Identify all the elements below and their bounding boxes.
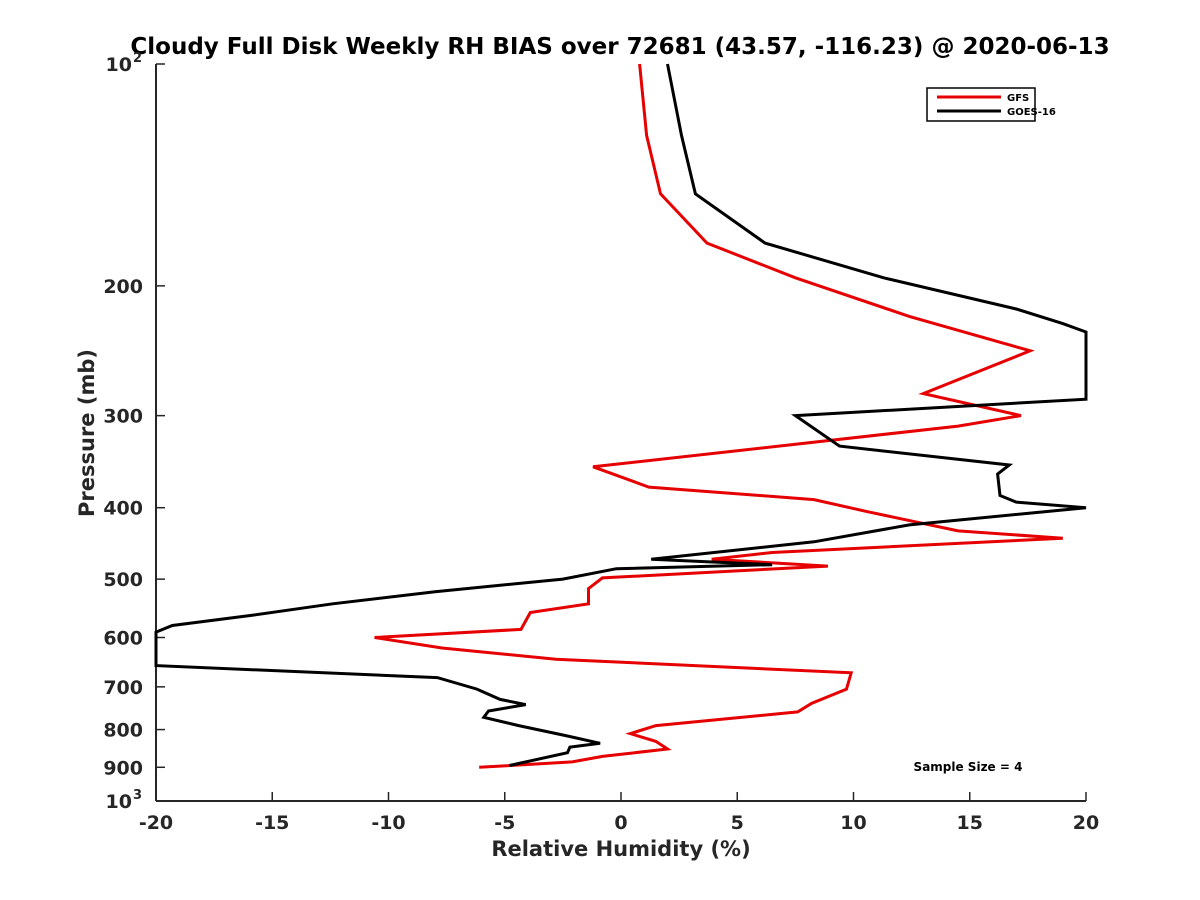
legend: GFS GOES-16 — [926, 87, 1056, 122]
y-tick-label: 10 — [106, 791, 132, 813]
series-line-gfs — [374, 63, 1063, 769]
y-tick-label: 10 — [106, 54, 132, 76]
y-tick-label: 800 — [103, 720, 143, 742]
y-tick-label: 200 — [103, 276, 143, 298]
legend-box — [926, 87, 1036, 122]
legend-label: GFS — [1007, 93, 1029, 104]
y-tick-exponent: 3 — [133, 788, 142, 803]
y-tick-label: 400 — [103, 498, 143, 520]
y-axis-label: Pressure (mb) — [75, 349, 99, 517]
x-tick-label: -10 — [371, 812, 405, 834]
series-layer — [154, 63, 1088, 769]
series-line-goes-16 — [154, 63, 1088, 767]
y-tick-label: 900 — [103, 757, 143, 779]
x-tick-label: 20 — [1073, 812, 1099, 834]
x-tick-label: 10 — [840, 812, 866, 834]
x-tick-label: 5 — [731, 812, 744, 834]
y-tick-label: 600 — [103, 627, 143, 649]
y-tick-label: 500 — [103, 569, 143, 591]
sample-size-annotation: Sample Size = 4 — [914, 760, 1023, 774]
x-axis-label: Relative Humidity (%) — [491, 837, 750, 861]
x-tick-label: -20 — [139, 812, 173, 834]
x-tick-label: 0 — [614, 812, 627, 834]
legend-label: GOES-16 — [1007, 107, 1056, 118]
x-tick-label: 15 — [957, 812, 983, 834]
y-tick-label: 700 — [103, 677, 143, 699]
x-tick-label: -5 — [494, 812, 515, 834]
y-tick-exponent: 2 — [133, 51, 142, 66]
chart-title: Cloudy Full Disk Weekly RH BIAS over 726… — [130, 34, 1109, 60]
y-tick-label: 300 — [103, 406, 143, 428]
x-tick-label: -15 — [255, 812, 289, 834]
